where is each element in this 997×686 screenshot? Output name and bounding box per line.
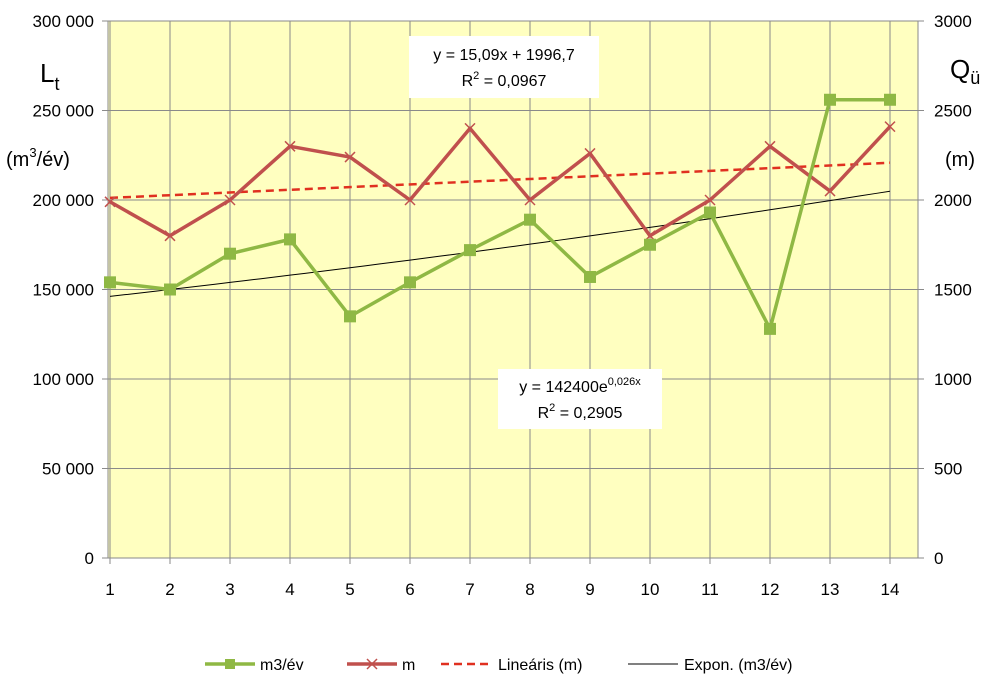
marker-m: [764, 140, 776, 152]
x-tick-label: 2: [165, 580, 174, 599]
x-tick-label: 6: [405, 580, 414, 599]
marker-m3-ev: [524, 213, 536, 226]
x-tick-label: 3: [225, 580, 234, 599]
marker-m: [464, 122, 476, 134]
series-line-m3-ev: [109, 98, 890, 331]
exponential-r2-text: R2 = 0,2905: [538, 402, 623, 422]
legend: m3/év m Lineáris (m) Expon. (m3/év): [205, 657, 792, 674]
exponential-equation-text: y = 142400e0,026x: [519, 376, 641, 396]
y-right-tick-label: 1000: [934, 370, 972, 389]
marker-m: [104, 196, 116, 208]
marker-m3-ev: [764, 322, 776, 335]
x-tick-label: 14: [881, 580, 900, 599]
marker-m: [404, 194, 416, 206]
y-left-axis-unit: (m3/év): [6, 145, 70, 171]
marker-m: [824, 185, 836, 197]
legend-item-m: m: [347, 657, 415, 674]
y-left-tick-label: 300 000: [33, 12, 94, 31]
legend-item-exp-trend: Expon. (m3/év): [628, 657, 792, 674]
y-right-tick-label: 3000: [934, 12, 972, 31]
marker-m: [584, 147, 596, 159]
legend-item-linear-trend: Lineáris (m): [441, 657, 582, 674]
y-right-tick-label: 2000: [934, 191, 972, 210]
marker-m3-ev: [884, 93, 896, 106]
linear-equation-text: y = 15,09x + 1996,7: [433, 47, 575, 64]
marker-m3-ev: [404, 276, 416, 289]
series-line-m: [109, 125, 892, 238]
marker-m3-ev: [464, 244, 476, 257]
marker-m: [524, 194, 536, 206]
marker-m: [884, 121, 896, 133]
x-tick-label: 1: [105, 580, 114, 599]
tick-labels: 0 50 000 100 000 150 000 200 000 250 000 300 0…: [33, 12, 972, 599]
exponential-equation-label: y = 142400e0,026x R2 = 0,2905: [498, 369, 662, 429]
legend-label-exp-trend: Expon. (m3/év): [684, 657, 792, 674]
y-right-axis-unit: (m): [945, 149, 975, 171]
y-right-tick-label: 1500: [934, 281, 972, 300]
marker-m3-ev: [344, 310, 356, 323]
linear-equation-label: y = 15,09x + 1996,7 R2 = 0,0967: [409, 36, 599, 98]
marker-m3-ev: [164, 283, 176, 296]
linear-r2-text: R2 = 0,0967: [462, 70, 547, 90]
exponential-equation-box: [498, 369, 662, 429]
x-tick-label: 12: [761, 580, 780, 599]
y-left-tick-label: 250 000: [33, 102, 94, 121]
exponential-trendline: [109, 190, 891, 297]
marker-m3-ev: [824, 93, 836, 106]
x-tick-label: 10: [641, 580, 660, 599]
marker-m3-ev: [224, 247, 236, 260]
linear-equation-box: [409, 36, 599, 98]
marker-m3-ev: [584, 270, 596, 283]
marker-m: [284, 140, 296, 152]
y-right-axis-title: Qü: [950, 54, 980, 88]
y-left-axis-title: Lt: [40, 58, 59, 94]
marker-m3-ev: [284, 233, 296, 246]
gridlines: [108, 20, 918, 559]
legend-label-linear-trend: Lineáris (m): [498, 657, 582, 674]
x-tick-label: 4: [285, 580, 294, 599]
x-tick-label: 13: [821, 580, 840, 599]
legend-label-m: m: [402, 657, 415, 674]
y-right-tick-label: 500: [934, 460, 962, 479]
y-right-tick-label: 2500: [934, 102, 972, 121]
marker-m: [344, 151, 356, 163]
marker-m: [164, 230, 176, 242]
x-tick-label: 11: [701, 580, 719, 599]
marker-m3-ev: [644, 238, 656, 251]
axes: [102, 20, 924, 564]
x-tick-label: 7: [465, 580, 474, 599]
x-tick-label: 8: [525, 580, 534, 599]
y-left-tick-label: 50 000: [42, 460, 94, 479]
marker-m: [224, 194, 236, 206]
legend-label-m3-ev: m3/év: [260, 657, 304, 674]
y-left-tick-label: 150 000: [33, 281, 94, 300]
marker-m: [704, 194, 716, 206]
x-tick-label: 9: [585, 580, 594, 599]
legend-item-m3-ev: m3/év: [205, 657, 304, 674]
data-series: [104, 93, 896, 335]
y-left-tick-label: 0: [85, 549, 94, 568]
marker-m3-ev: [104, 276, 116, 289]
marker-m3-ev: [704, 206, 716, 219]
y-left-tick-label: 100 000: [33, 370, 94, 389]
y-left-tick-label: 200 000: [33, 191, 94, 210]
y-right-tick-label: 0: [934, 549, 943, 568]
x-tick-label: 5: [345, 580, 354, 599]
